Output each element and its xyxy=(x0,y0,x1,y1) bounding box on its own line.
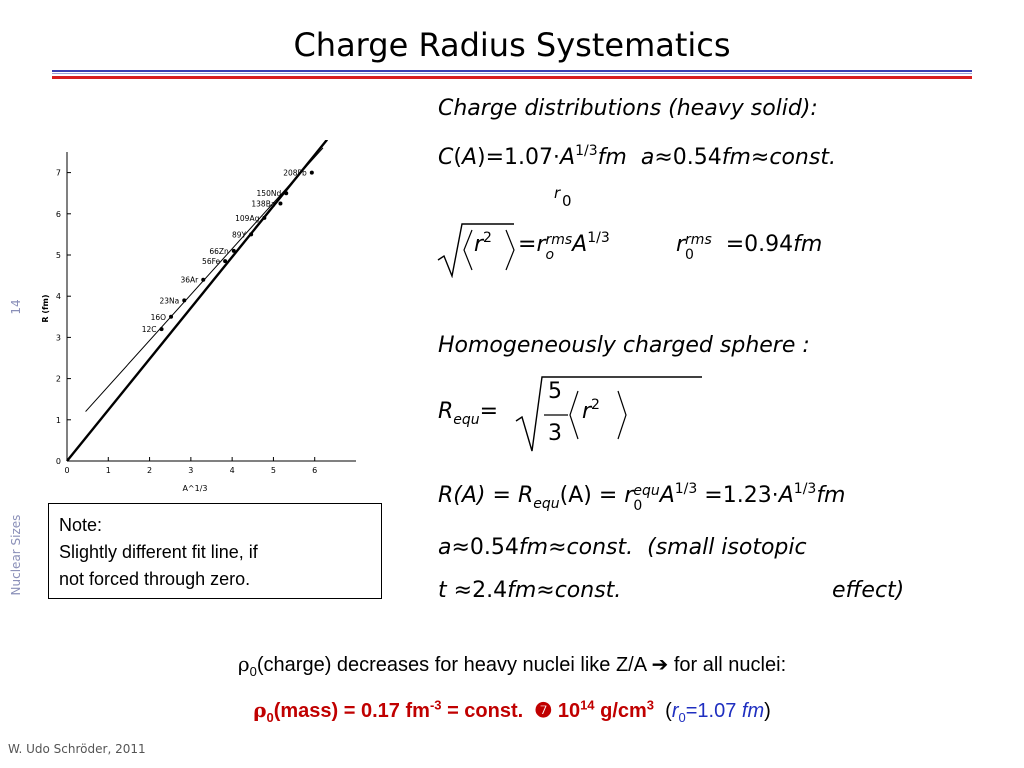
x-tick-label: 4 xyxy=(230,466,235,475)
data-point-23na xyxy=(182,298,187,303)
point-label-208pb: 208Pb xyxy=(283,169,307,178)
note-line-2: not forced through zero. xyxy=(59,569,251,589)
effect-label: effect) xyxy=(832,578,905,603)
slide-title: Charge Radius Systematics xyxy=(293,26,731,64)
mass-density-statement: ρ0(mass) = 0.17 fm-3 = const. ❼ 1014 g/c… xyxy=(253,697,771,725)
x-tick-label: 2 xyxy=(147,466,152,475)
data-point-89y xyxy=(249,232,254,237)
x-tick-label: 1 xyxy=(106,466,111,475)
y-axis-label: R (fm) xyxy=(41,295,50,323)
sqrt-sign xyxy=(437,223,515,278)
sqrt-sign-2 xyxy=(515,376,702,452)
point-label-138ba: 138Ba xyxy=(251,200,275,209)
note-box: Note: Slightly different fit line, if no… xyxy=(48,503,382,599)
point-label-150nd: 150Nd xyxy=(257,189,282,198)
data-point-66zn xyxy=(231,248,236,253)
y-tick-label: 6 xyxy=(56,210,61,219)
y-tick-label: 1 xyxy=(56,416,61,425)
point-label-16o: 16O xyxy=(151,313,167,322)
point-label-89y: 89Y xyxy=(232,230,247,239)
arrow-icon: ➔ xyxy=(651,654,669,676)
bullet-icon: ❼ xyxy=(534,700,553,722)
note-line-1: Slightly different fit line, if xyxy=(59,542,258,562)
r0-label: r xyxy=(554,184,561,202)
point-label-66zn: 66Zn xyxy=(209,247,229,256)
point-label-56fe: 56Fe xyxy=(202,257,220,266)
data-point-208pb xyxy=(309,170,314,175)
x-axis-label: A^1/3 xyxy=(182,484,207,493)
data-point-56fe xyxy=(223,259,228,264)
y-tick-label: 0 xyxy=(56,457,61,466)
page-number: 14 xyxy=(9,299,23,315)
data-point-109ag xyxy=(262,215,267,220)
a-const-formula: a≈0.54fm≈const. (small isotopic xyxy=(438,535,807,560)
y-tick-label: 3 xyxy=(56,333,61,342)
x-tick-label: 6 xyxy=(312,466,317,475)
homogeneous-heading: Homogeneously charged sphere : xyxy=(438,333,810,358)
y-tick-label: 5 xyxy=(56,251,61,260)
charge-density-statement: ρ0(charge) decreases for heavy nuclei li… xyxy=(237,652,787,679)
point-label-12c: 12C xyxy=(142,325,157,334)
charge-dist-formula: C(A)=1.07⋅A1/3fm a≈0.54fm≈const. xyxy=(438,143,836,170)
topic-label: Nuclear Sizes xyxy=(9,514,23,596)
point-label-109ag: 109Ag xyxy=(235,214,259,223)
r0-label-sub: 0 xyxy=(562,192,572,210)
data-point-36ar xyxy=(201,277,206,282)
y-tick-label: 4 xyxy=(56,292,61,301)
charge-dist-heading: Charge distributions (heavy solid): xyxy=(438,96,818,121)
y-tick-label: 7 xyxy=(56,169,61,178)
y-tick-label: 2 xyxy=(56,375,61,384)
data-point-16o xyxy=(169,314,174,319)
point-label-36ar: 36Ar xyxy=(180,276,199,285)
data-point-12c xyxy=(159,327,164,332)
point-label-23na: 23Na xyxy=(160,296,180,305)
footer-author: W. Udo Schröder, 2011 xyxy=(8,742,146,756)
data-point-150nd xyxy=(284,191,289,196)
x-tick-label: 5 xyxy=(271,466,276,475)
t-const-formula: t ≈2.4fm≈const. xyxy=(438,578,622,603)
r-of-a-formula: R(A) = Requ(A) = r equ 0 A1/3 =1.23⋅A1/3fm xyxy=(438,481,846,514)
x-tick-label: 3 xyxy=(188,466,193,475)
fit-line-through-zero xyxy=(66,140,329,462)
note-heading: Note: xyxy=(59,515,103,535)
title-divider xyxy=(52,70,972,79)
x-tick-label: 0 xyxy=(64,466,69,475)
charge-radius-chart: 0 1 2 3 4 5 6 0 1 2 3 4 5 6 7 A^1/3 R (fm) 12C 16O 23Na 36Ar… xyxy=(41,140,356,493)
data-point-138ba xyxy=(278,201,283,206)
